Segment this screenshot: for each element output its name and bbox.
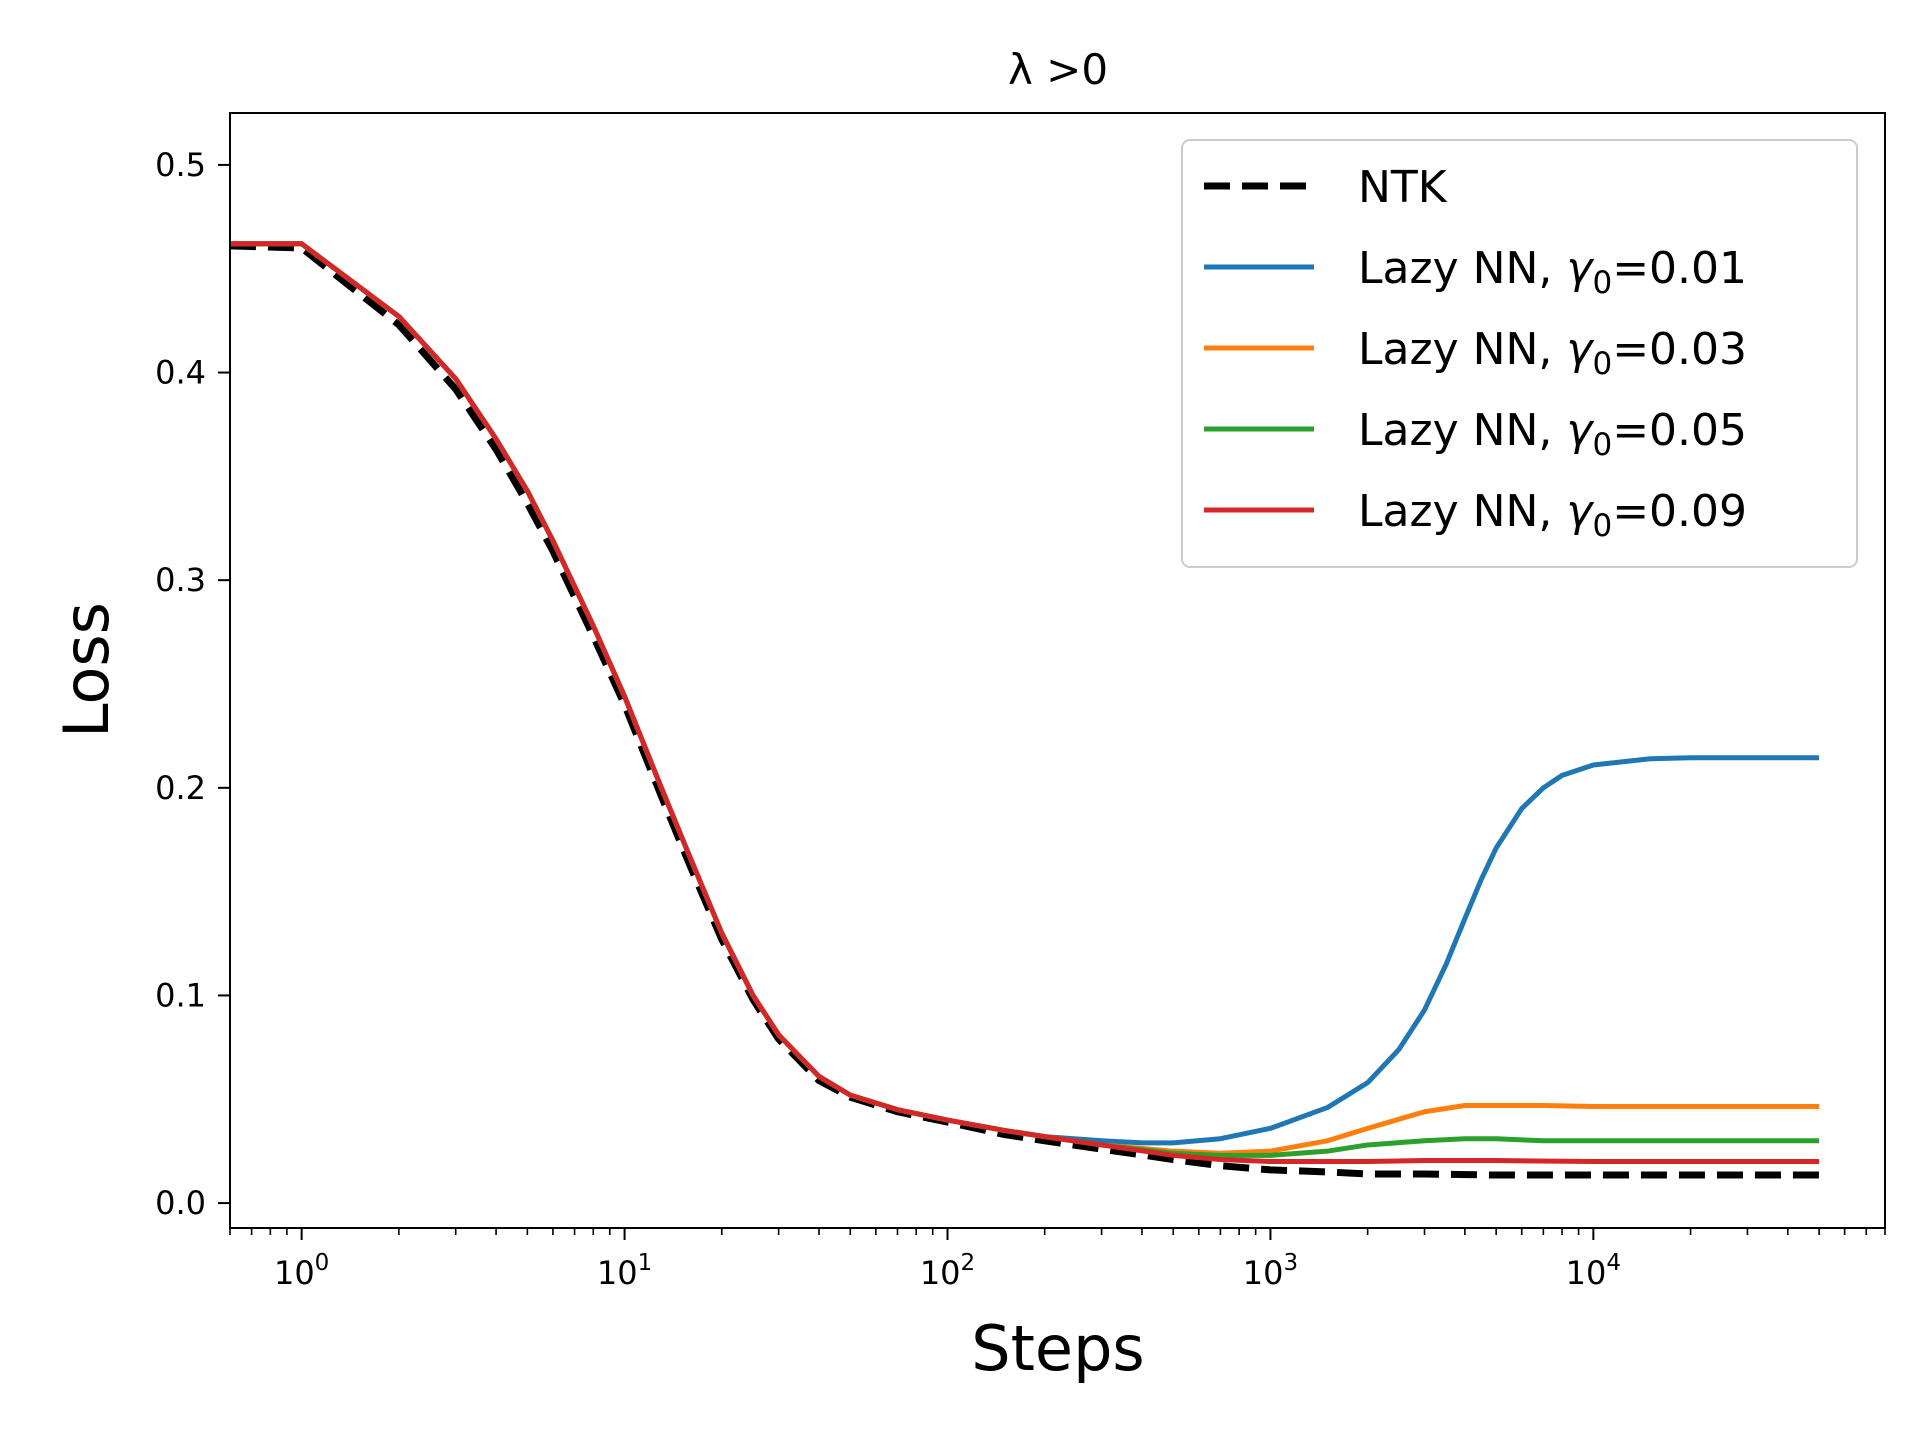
x-tick-label-0: 100 [274, 1250, 329, 1292]
legend-label-2: Lazy NN, γ0=0.03 [1358, 324, 1747, 382]
x-tick-label-3: 103 [1243, 1250, 1298, 1292]
legend-box [1181, 139, 1858, 568]
y-tick-label-3: 0.3 [155, 561, 206, 599]
axes-frame [229, 112, 1886, 1229]
x-tick-label-4: 104 [1566, 1250, 1621, 1292]
y-tick-label-5: 0.5 [155, 146, 206, 184]
y-tick-label-2: 0.2 [155, 769, 206, 807]
legend-label-4: Lazy NN, γ0=0.09 [1358, 486, 1747, 544]
x-axis: 100 101 102 103 104 [229, 1228, 1886, 1292]
x-tick-label-2: 102 [920, 1250, 975, 1292]
y-tick-label-1: 0.1 [155, 976, 206, 1014]
x-tick-label-1: 101 [597, 1250, 652, 1292]
x-axis-title: Steps [971, 1312, 1144, 1385]
y-axis-title: Loss [50, 602, 123, 738]
series-layer [230, 241, 1820, 1179]
legend-label-0: NTK [1358, 162, 1448, 213]
chart-title: λ >0 [1008, 45, 1108, 94]
y-tick-label-0: 0.0 [155, 1184, 206, 1222]
legend: NTK Lazy NN, γ0=0.01 Lazy NN, γ0=0.03 Lazy … [1181, 139, 1858, 568]
legend-label-3: Lazy NN, γ0=0.05 [1358, 405, 1747, 463]
series-line-4 [230, 241, 1820, 1165]
y-tick-label-4: 0.4 [155, 354, 206, 392]
y-axis: 0.0 0.1 0.2 0.3 0.4 0.5 [155, 146, 230, 1222]
legend-label-1: Lazy NN, γ0=0.01 [1358, 243, 1747, 301]
